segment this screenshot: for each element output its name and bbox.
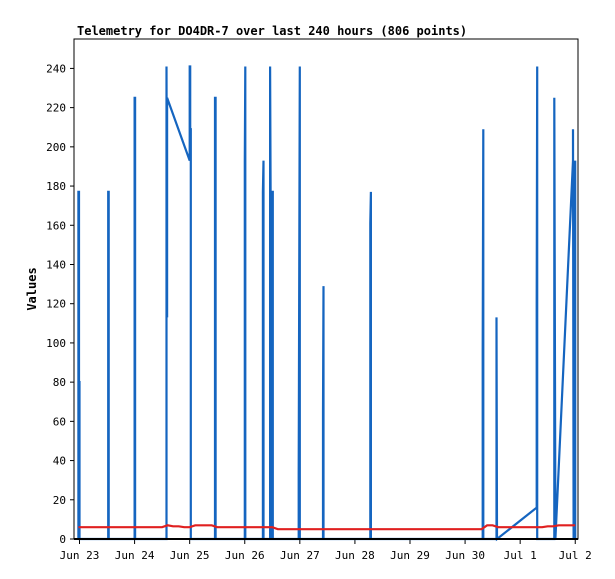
- x-tick-label: Jun 24: [115, 549, 155, 562]
- y-tick-label: 0: [59, 533, 66, 546]
- y-tick-label: 180: [46, 180, 66, 193]
- chart-title: Telemetry for DO4DR-7 over last 240 hour…: [77, 24, 467, 38]
- plot-area: [73, 38, 579, 540]
- x-tick-label: Jun 29: [390, 549, 430, 562]
- y-tick-label: 20: [53, 494, 66, 507]
- x-tick-label: Jun 27: [280, 549, 320, 562]
- x-tick-label: Jun 26: [225, 549, 265, 562]
- y-tick-label: 140: [46, 258, 66, 271]
- x-axis: Jun 23 Jun 24 Jun 25 Jun 26 Jun 27 Jun 28 Jun …: [60, 539, 592, 562]
- y-axis: 0 20 40 60 80 100 120 140 160 180 200 220 240: [46, 62, 74, 546]
- y-tick-label: 120: [46, 298, 66, 311]
- x-tick-label: Jul 2: [559, 549, 592, 562]
- y-tick-label: 220: [46, 102, 66, 115]
- x-tick-label: Jun 23: [60, 549, 100, 562]
- series-line-1: [77, 65, 577, 542]
- y-axis-label: Values: [25, 267, 39, 310]
- y-tick-label: 100: [46, 337, 66, 350]
- series-line-2: [78, 524, 576, 531]
- x-tick-label: Jun 28: [335, 549, 375, 562]
- y-tick-label: 240: [46, 62, 66, 75]
- y-tick-label: 160: [46, 219, 66, 232]
- y-tick-label: 200: [46, 141, 66, 154]
- y-tick-label: 80: [53, 376, 66, 389]
- y-tick-label: 60: [53, 415, 66, 428]
- x-tick-label: Jun 30: [445, 549, 485, 562]
- x-tick-label: Jul 1: [504, 549, 537, 562]
- y-tick-label: 40: [53, 455, 66, 468]
- series-layer: [77, 65, 577, 542]
- x-tick-label: Jun 25: [170, 549, 210, 562]
